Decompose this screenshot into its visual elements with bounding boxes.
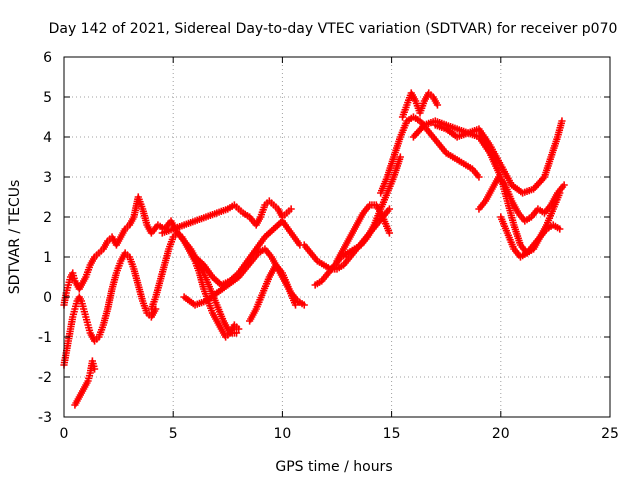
y-tick-label: 1	[43, 250, 52, 266]
series-track-5	[158, 197, 295, 237]
y-tick-label: 6	[43, 50, 52, 66]
data-markers	[60, 89, 568, 409]
y-tick-label: -3	[38, 410, 52, 426]
x-tick-label: 10	[273, 426, 291, 442]
x-tick-label: 20	[492, 426, 510, 442]
x-axis-label: GPS time / hours	[275, 459, 392, 475]
series-track-7	[191, 217, 304, 289]
axis-ticks: 0 5 10 15 20 25 -3 -2 -1 0 1 2 3 4 5 6	[38, 50, 619, 442]
data-point	[556, 189, 564, 197]
chart-title: Day 142 of 2021, Sidereal Day-to-day VTE…	[49, 21, 618, 37]
series-track-8	[246, 261, 300, 325]
series-track-13	[398, 89, 442, 121]
series-track-4	[147, 229, 243, 341]
series-track-3	[71, 357, 99, 409]
y-tick-label: 5	[43, 90, 52, 106]
data-point	[556, 225, 564, 233]
y-tick-label: 0	[43, 290, 52, 306]
data-point	[300, 301, 308, 309]
grid-lines	[64, 57, 610, 417]
series-track-11	[333, 201, 394, 265]
y-tick-label: 4	[43, 130, 52, 146]
y-axis-label: SDTVAR / TECUs	[7, 180, 23, 295]
data-point	[287, 205, 295, 213]
y-tick-label: 2	[43, 210, 52, 226]
x-tick-label: 0	[60, 426, 69, 442]
series-track-16	[475, 173, 568, 225]
series-track-2	[60, 249, 160, 369]
y-tick-label: -1	[38, 330, 52, 346]
x-tick-label: 5	[169, 426, 178, 442]
data-point	[291, 301, 300, 309]
data-point	[560, 181, 568, 189]
series-track-15	[431, 117, 566, 197]
x-tick-label: 15	[383, 426, 401, 442]
data-point	[558, 117, 566, 125]
data-point	[396, 153, 404, 161]
plot-frame	[63, 56, 611, 418]
data-point	[385, 229, 394, 237]
x-tick-label: 25	[601, 426, 619, 442]
data-point	[385, 205, 394, 213]
series-track-12	[377, 113, 483, 197]
y-tick-label: -2	[38, 370, 52, 386]
data-point	[433, 101, 442, 109]
y-tick-label: 3	[43, 170, 52, 186]
data-point	[475, 173, 483, 181]
series-track-17	[497, 189, 564, 261]
data-point	[235, 325, 243, 333]
data-point	[90, 365, 99, 373]
